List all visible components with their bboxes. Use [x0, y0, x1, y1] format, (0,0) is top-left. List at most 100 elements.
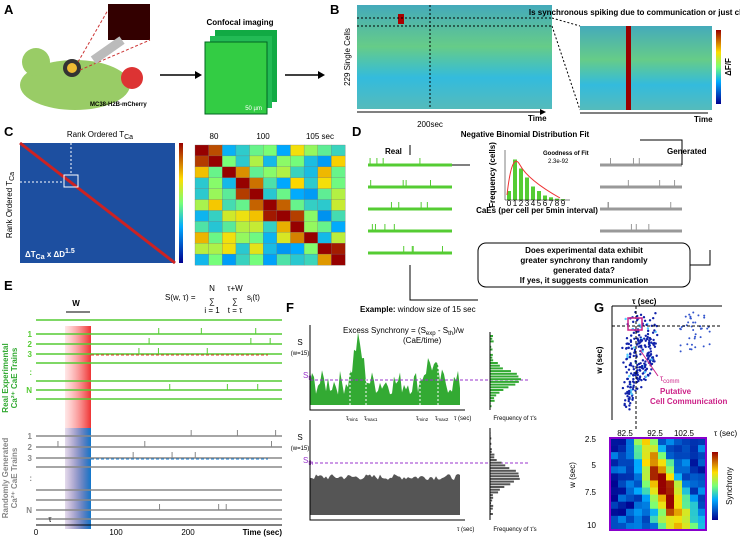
- cell: [610, 466, 619, 474]
- tau-label: τmax1: [364, 416, 378, 422]
- cell: [222, 166, 237, 179]
- cell: [674, 473, 683, 481]
- dot: [639, 353, 642, 356]
- cell: [698, 480, 707, 488]
- panel-label: F: [286, 300, 294, 315]
- cell: [331, 144, 346, 157]
- w-label: w (sec): [568, 462, 577, 489]
- dot: [636, 387, 639, 390]
- tick: 105 sec: [306, 132, 334, 141]
- cell: [698, 466, 707, 474]
- cell: [194, 232, 210, 244]
- cell: [208, 144, 223, 157]
- dot: [703, 316, 706, 319]
- dot: [643, 344, 647, 347]
- dot: [629, 339, 633, 342]
- dot: [692, 328, 695, 331]
- panel-label: C: [4, 124, 14, 139]
- question: Does experimental data exhibit: [525, 246, 643, 255]
- cell: [610, 480, 619, 488]
- cell: [290, 221, 305, 233]
- dot: [708, 343, 711, 346]
- cell: [698, 501, 707, 510]
- dot: [627, 342, 631, 346]
- dot: [626, 353, 629, 356]
- cell: [634, 473, 643, 481]
- cell: [626, 466, 635, 474]
- row-label: :: [29, 368, 32, 377]
- dot: [644, 339, 647, 342]
- dot: [629, 386, 632, 389]
- cell: [208, 232, 223, 244]
- cell: [303, 199, 319, 211]
- dot: [644, 334, 647, 337]
- cell: [303, 166, 319, 179]
- cell: [222, 144, 237, 157]
- formula: S(w, τ) =: [165, 293, 196, 302]
- freq-bar: [490, 459, 497, 461]
- putative: Cell Communication: [650, 397, 727, 406]
- cell: [194, 144, 210, 157]
- dot: [632, 365, 635, 368]
- dot: [648, 354, 651, 358]
- hist-bar: [507, 191, 511, 200]
- cell: [263, 155, 278, 168]
- cell: [276, 210, 291, 222]
- dot: [702, 345, 705, 348]
- cell: [618, 487, 627, 495]
- freq-bar: [490, 499, 493, 502]
- cell: [642, 473, 651, 481]
- panel-label: E: [4, 278, 13, 293]
- dot: [636, 377, 639, 381]
- cell: [235, 221, 250, 233]
- cell: [222, 177, 237, 190]
- freq-bar: [490, 370, 511, 373]
- cell: [626, 480, 635, 488]
- cell: [650, 473, 659, 481]
- tick: 5: [592, 461, 597, 470]
- cell: [658, 515, 667, 524]
- cell: [682, 466, 691, 474]
- dot: [654, 312, 657, 315]
- dot: [652, 343, 655, 347]
- cell: [331, 210, 346, 222]
- dot: [632, 346, 636, 349]
- cell: [666, 501, 675, 510]
- cell: [682, 487, 691, 495]
- freq-bar: [490, 448, 492, 451]
- hist-bar: [549, 197, 553, 200]
- cell: [263, 210, 278, 222]
- dot: [643, 362, 646, 365]
- zoom-heatmap: [580, 26, 712, 110]
- cell: [666, 445, 675, 453]
- cell: [618, 466, 627, 474]
- cell: [690, 438, 699, 446]
- dot: [633, 348, 637, 352]
- sync-spike: [398, 14, 404, 24]
- arrowhead: [195, 71, 202, 79]
- cell: [690, 445, 699, 453]
- cell: [317, 232, 332, 244]
- link: [409, 139, 711, 301]
- dot: [706, 327, 709, 330]
- dot: [628, 375, 631, 378]
- dot: [637, 345, 640, 348]
- example: Example: window size of 15 sec: [360, 305, 476, 314]
- dot: [640, 364, 644, 368]
- zoom-heatmap: [194, 144, 346, 266]
- cell: [317, 199, 332, 211]
- gen-label: Generated: [667, 147, 707, 156]
- dot: [629, 389, 633, 393]
- freq-bar: [490, 391, 500, 394]
- hist-tick: 3: [525, 199, 530, 208]
- cell: [650, 487, 659, 495]
- dot: [641, 359, 645, 362]
- cell: [634, 452, 643, 460]
- c-ylabel: Rank Ordered TCa: [5, 172, 16, 238]
- question: If yes, it suggests communication: [520, 276, 649, 285]
- freq-bar: [490, 467, 510, 470]
- freq-bar: [490, 494, 493, 497]
- hist-tick: 4: [531, 199, 536, 208]
- x-label: Time (sec): [243, 528, 283, 537]
- dot: [645, 337, 649, 341]
